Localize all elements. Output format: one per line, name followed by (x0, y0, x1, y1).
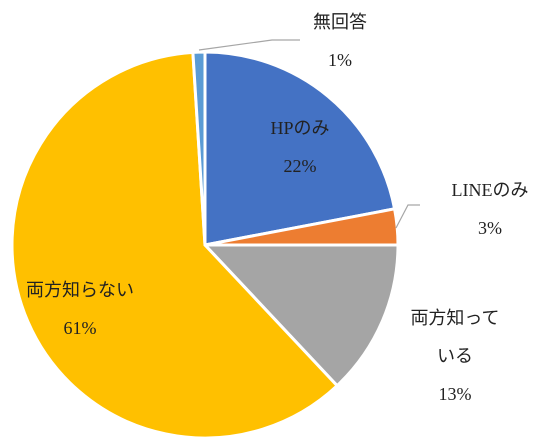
slice-label: 両方知っている 13% (405, 299, 505, 413)
pie-slice (203, 50, 397, 247)
value-label: 61% (63, 318, 97, 338)
slice-label: 両方知らない 61% (5, 271, 155, 347)
category-label: 両方知らない (26, 280, 134, 300)
pie-slice (203, 243, 400, 388)
slice-label: 無回答 1% (290, 3, 390, 79)
value-label: 22% (283, 156, 317, 176)
pie-slice (10, 50, 339, 437)
category-label: HPのみ (270, 118, 330, 138)
value-label: 1% (328, 50, 352, 70)
value-label: 13% (438, 384, 472, 404)
category-label: 無回答 (313, 12, 367, 32)
leader-line (395, 204, 420, 229)
leader-line (198, 39, 300, 51)
category-label: 両方知っている (410, 308, 500, 366)
value-label: 3% (478, 218, 502, 238)
category-label: LINEのみ (451, 180, 529, 200)
slice-label: HPのみ 22% (240, 109, 360, 185)
slice-label: LINEのみ 3% (425, 171, 541, 247)
pie-slice (191, 50, 207, 247)
